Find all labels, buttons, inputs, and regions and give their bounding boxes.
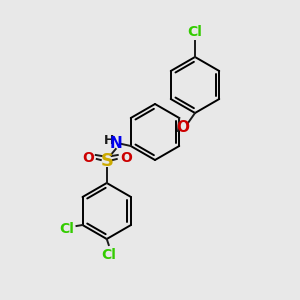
- Text: Cl: Cl: [101, 248, 116, 262]
- Text: N: N: [110, 136, 122, 152]
- Text: S: S: [100, 152, 113, 170]
- Text: Cl: Cl: [59, 222, 74, 236]
- Text: H: H: [103, 134, 114, 148]
- Text: Cl: Cl: [188, 25, 202, 39]
- Text: O: O: [120, 151, 132, 165]
- Text: O: O: [82, 151, 94, 165]
- Text: O: O: [176, 119, 190, 134]
